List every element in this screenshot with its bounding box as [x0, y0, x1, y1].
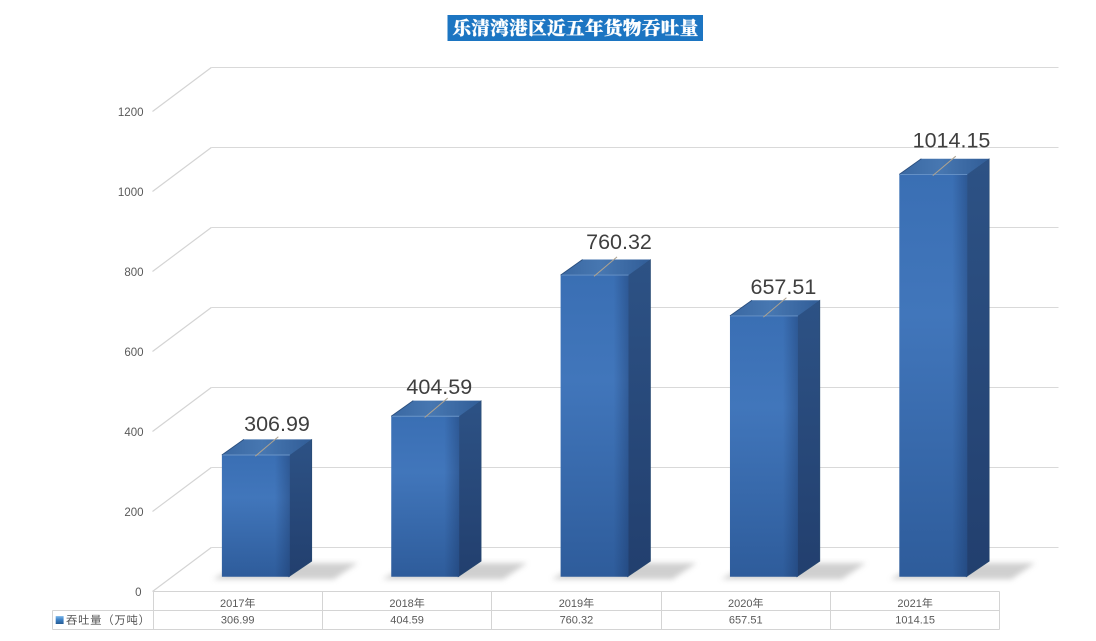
svg-text:1014.15: 1014.15 — [913, 129, 991, 153]
svg-text:2017: 2017 — [220, 598, 244, 610]
svg-text:760.32: 760.32 — [560, 615, 594, 627]
svg-text:306.99: 306.99 — [221, 615, 255, 627]
svg-text:800: 800 — [124, 267, 143, 279]
svg-text:2019: 2019 — [559, 598, 583, 610]
svg-text:600: 600 — [124, 347, 143, 359]
svg-text:2018: 2018 — [389, 598, 413, 610]
svg-text:2020: 2020 — [728, 598, 752, 610]
svg-text:1200: 1200 — [118, 107, 144, 119]
svg-text:1014.15: 1014.15 — [895, 615, 935, 627]
svg-text:0: 0 — [135, 587, 141, 599]
svg-text:1000: 1000 — [118, 187, 144, 199]
svg-text:657.51: 657.51 — [751, 275, 817, 299]
svg-text:657.51: 657.51 — [729, 615, 763, 627]
svg-text:2021: 2021 — [897, 598, 921, 610]
svg-text:306.99: 306.99 — [244, 412, 310, 436]
svg-text:400: 400 — [124, 427, 143, 439]
svg-text:404.59: 404.59 — [406, 375, 472, 399]
svg-text:760.32: 760.32 — [586, 230, 652, 254]
svg-text:200: 200 — [124, 507, 143, 519]
svg-text:404.59: 404.59 — [390, 615, 424, 627]
